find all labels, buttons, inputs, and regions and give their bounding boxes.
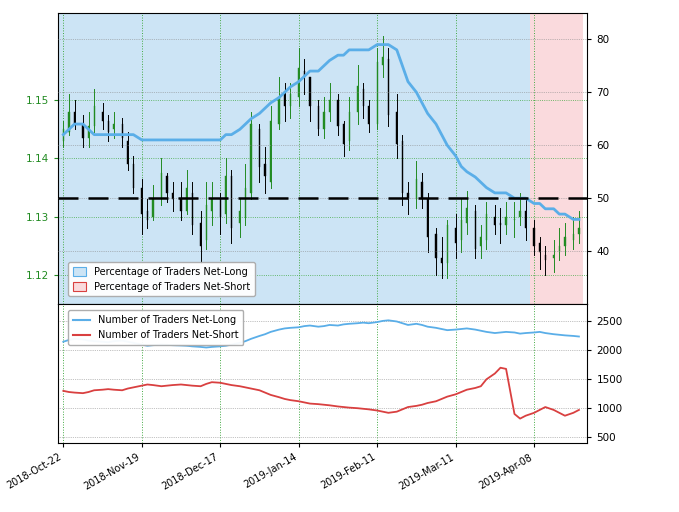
FancyBboxPatch shape: [225, 176, 227, 214]
FancyBboxPatch shape: [127, 141, 128, 164]
FancyBboxPatch shape: [407, 194, 409, 199]
FancyBboxPatch shape: [181, 199, 182, 211]
FancyBboxPatch shape: [141, 187, 143, 214]
FancyBboxPatch shape: [161, 173, 162, 199]
FancyBboxPatch shape: [553, 254, 554, 258]
FancyBboxPatch shape: [200, 223, 201, 246]
FancyBboxPatch shape: [447, 225, 448, 263]
FancyBboxPatch shape: [290, 94, 291, 106]
FancyBboxPatch shape: [500, 223, 501, 225]
FancyBboxPatch shape: [485, 214, 487, 240]
FancyBboxPatch shape: [88, 126, 89, 138]
FancyBboxPatch shape: [107, 121, 109, 132]
Legend: Number of Traders Net-Long, Number of Traders Net-Short: Number of Traders Net-Long, Number of Tr…: [68, 310, 244, 345]
FancyBboxPatch shape: [539, 243, 540, 252]
FancyBboxPatch shape: [337, 100, 339, 126]
FancyBboxPatch shape: [309, 77, 310, 106]
FancyBboxPatch shape: [455, 228, 456, 243]
FancyBboxPatch shape: [239, 211, 240, 223]
FancyBboxPatch shape: [343, 123, 344, 144]
FancyBboxPatch shape: [348, 112, 350, 141]
FancyBboxPatch shape: [388, 59, 389, 115]
FancyBboxPatch shape: [206, 205, 207, 240]
FancyBboxPatch shape: [270, 121, 272, 182]
FancyBboxPatch shape: [559, 246, 560, 252]
FancyBboxPatch shape: [102, 112, 103, 121]
FancyBboxPatch shape: [494, 217, 496, 225]
FancyBboxPatch shape: [211, 199, 213, 211]
FancyBboxPatch shape: [304, 71, 305, 77]
FancyBboxPatch shape: [460, 220, 462, 240]
FancyBboxPatch shape: [172, 194, 173, 199]
FancyBboxPatch shape: [466, 208, 467, 223]
FancyBboxPatch shape: [545, 254, 546, 261]
FancyBboxPatch shape: [368, 106, 369, 123]
FancyBboxPatch shape: [475, 211, 476, 249]
FancyBboxPatch shape: [94, 106, 95, 126]
FancyBboxPatch shape: [264, 164, 265, 176]
FancyBboxPatch shape: [382, 56, 384, 65]
FancyBboxPatch shape: [323, 112, 325, 130]
FancyBboxPatch shape: [519, 211, 521, 217]
FancyBboxPatch shape: [62, 130, 64, 141]
FancyBboxPatch shape: [363, 89, 364, 106]
FancyBboxPatch shape: [166, 176, 168, 194]
Legend: Percentage of Traders Net-Long, Percentage of Traders Net-Short: Percentage of Traders Net-Long, Percenta…: [68, 262, 255, 296]
FancyBboxPatch shape: [377, 62, 378, 123]
FancyBboxPatch shape: [572, 234, 574, 240]
FancyBboxPatch shape: [525, 211, 526, 228]
FancyBboxPatch shape: [579, 228, 580, 234]
FancyBboxPatch shape: [259, 130, 260, 167]
FancyBboxPatch shape: [564, 237, 566, 246]
FancyBboxPatch shape: [318, 106, 319, 130]
FancyBboxPatch shape: [396, 112, 397, 144]
FancyBboxPatch shape: [251, 123, 252, 194]
FancyBboxPatch shape: [284, 94, 285, 106]
FancyBboxPatch shape: [357, 86, 359, 112]
FancyBboxPatch shape: [435, 234, 437, 258]
FancyBboxPatch shape: [152, 199, 153, 217]
Bar: [530, 13, 583, 304]
FancyBboxPatch shape: [278, 97, 280, 123]
FancyBboxPatch shape: [402, 141, 403, 194]
FancyBboxPatch shape: [74, 112, 75, 123]
FancyBboxPatch shape: [298, 68, 299, 97]
FancyBboxPatch shape: [186, 187, 187, 211]
FancyBboxPatch shape: [122, 123, 123, 138]
FancyBboxPatch shape: [82, 123, 84, 138]
FancyBboxPatch shape: [329, 100, 330, 112]
FancyBboxPatch shape: [132, 164, 134, 187]
FancyBboxPatch shape: [416, 179, 417, 199]
FancyBboxPatch shape: [441, 258, 442, 263]
FancyBboxPatch shape: [219, 199, 221, 217]
FancyBboxPatch shape: [245, 187, 246, 217]
FancyBboxPatch shape: [191, 194, 193, 225]
FancyBboxPatch shape: [480, 237, 481, 246]
FancyBboxPatch shape: [505, 217, 507, 225]
FancyBboxPatch shape: [147, 211, 148, 220]
FancyBboxPatch shape: [534, 228, 535, 246]
Bar: [59, 13, 530, 304]
FancyBboxPatch shape: [231, 176, 232, 228]
FancyBboxPatch shape: [113, 123, 114, 130]
FancyBboxPatch shape: [427, 199, 428, 237]
